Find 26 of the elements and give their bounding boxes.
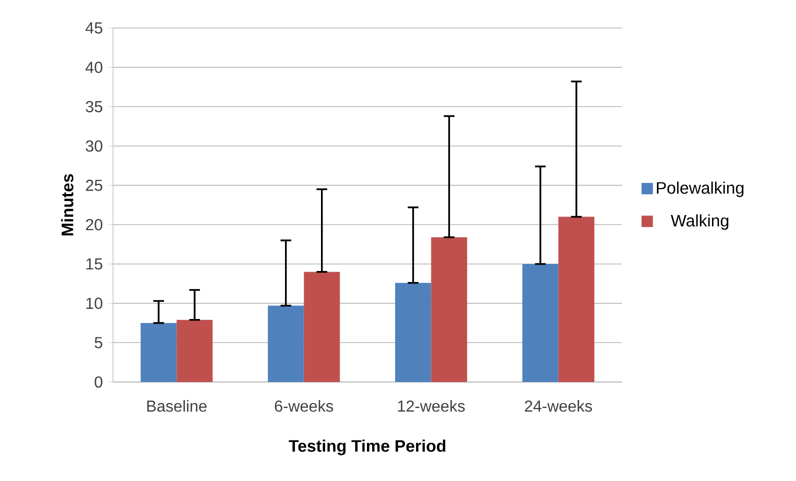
- bar: [395, 282, 432, 382]
- x-tick-label: 6-weeks: [274, 400, 334, 412]
- x-tick-label: 12-weeks: [398, 400, 465, 412]
- bar: [558, 216, 594, 382]
- y-tick-label: 20: [86, 219, 102, 230]
- bar: [431, 237, 468, 382]
- bar: [304, 272, 340, 382]
- bar: [522, 264, 558, 382]
- bar: [176, 320, 213, 382]
- bar: [268, 306, 304, 382]
- x-axis-title: Testing Time Period: [288, 440, 446, 456]
- y-tick-label: 40: [86, 62, 102, 73]
- y-tick-label: 0: [94, 376, 102, 388]
- y-tick-label: 10: [86, 298, 102, 309]
- x-tick-label: 24-weeks: [524, 400, 592, 412]
- legend-label: Polewalking: [656, 182, 744, 198]
- y-tick-label: 35: [86, 101, 102, 112]
- x-tick-label: Baseline: [147, 400, 207, 412]
- bar: [140, 322, 177, 382]
- y-tick-label: 5: [94, 337, 102, 348]
- legend-label: Walking: [670, 214, 728, 230]
- y-tick-label: 45: [86, 22, 102, 34]
- y-axis-title: Minutes: [61, 174, 74, 236]
- y-tick-label: 15: [86, 258, 102, 270]
- y-tick-label: 25: [86, 180, 102, 191]
- y-tick-label: 30: [86, 140, 102, 152]
